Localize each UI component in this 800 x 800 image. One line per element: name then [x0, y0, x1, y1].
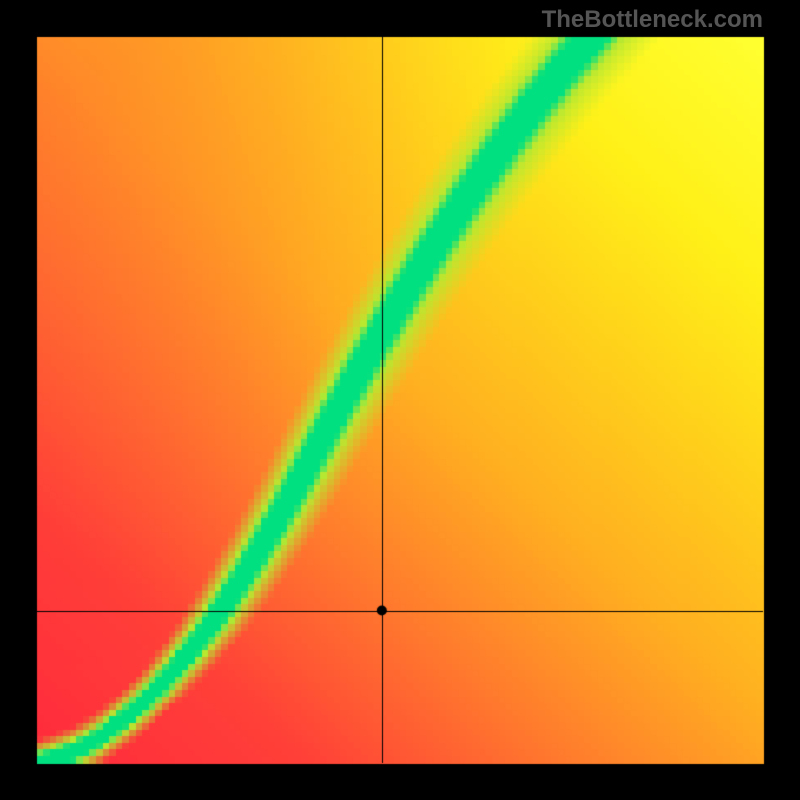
bottleneck-heatmap	[0, 0, 800, 800]
chart-container: TheBottleneck.com	[0, 0, 800, 800]
watermark-text: TheBottleneck.com	[542, 6, 763, 34]
